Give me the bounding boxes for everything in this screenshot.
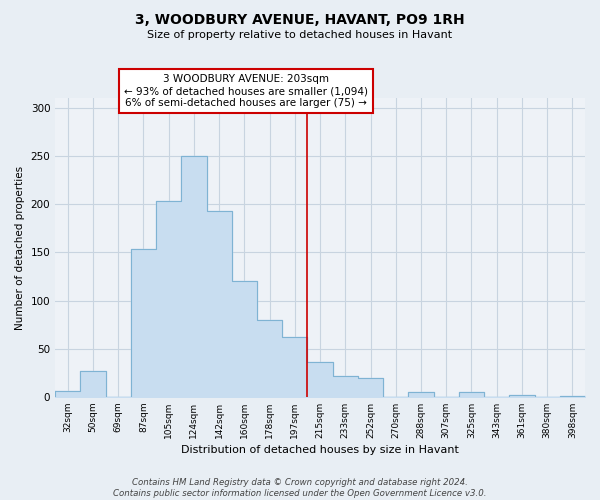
Text: Contains HM Land Registry data © Crown copyright and database right 2024.
Contai: Contains HM Land Registry data © Crown c… [113, 478, 487, 498]
Y-axis label: Number of detached properties: Number of detached properties [15, 166, 25, 330]
Text: Size of property relative to detached houses in Havant: Size of property relative to detached ho… [148, 30, 452, 40]
X-axis label: Distribution of detached houses by size in Havant: Distribution of detached houses by size … [181, 445, 459, 455]
Text: 3 WOODBURY AVENUE: 203sqm
← 93% of detached houses are smaller (1,094)
6% of sem: 3 WOODBURY AVENUE: 203sqm ← 93% of detac… [124, 74, 368, 108]
Text: 3, WOODBURY AVENUE, HAVANT, PO9 1RH: 3, WOODBURY AVENUE, HAVANT, PO9 1RH [135, 12, 465, 26]
